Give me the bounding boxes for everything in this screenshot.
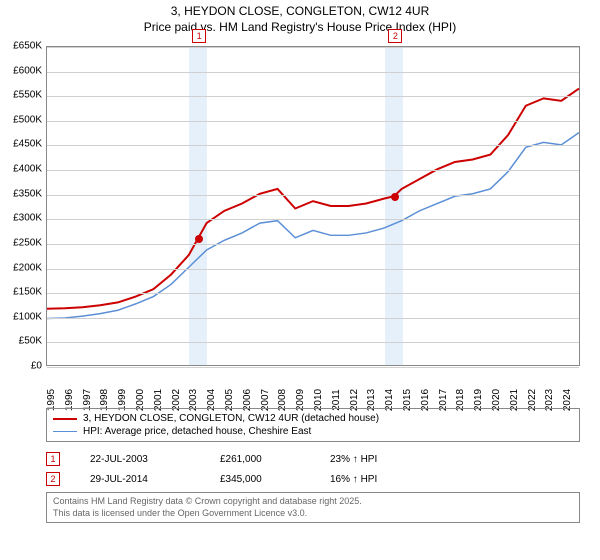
x-axis-labels: 1995199619971998199920002001200220032004… xyxy=(46,370,580,404)
y-axis-labels: £0£50K£100K£150K£200K£250K£300K£350K£400… xyxy=(0,46,44,366)
sale-price: £261,000 xyxy=(220,454,300,465)
sale-marker-box: 1 xyxy=(192,29,206,43)
y-tick-label: £400K xyxy=(13,164,42,175)
y-tick-label: £0 xyxy=(31,361,42,372)
chart-legend: 3, HEYDON CLOSE, CONGLETON, CW12 4UR (de… xyxy=(46,408,580,442)
gridline xyxy=(47,72,579,73)
title-line2: Price paid vs. HM Land Registry's House … xyxy=(0,20,600,36)
y-tick-label: £550K xyxy=(13,90,42,101)
series-hpi xyxy=(47,133,579,319)
sale-delta: 23% ↑ HPI xyxy=(330,454,377,465)
sale-row: 2 29-JUL-2014 £345,000 16% ↑ HPI xyxy=(46,469,580,489)
chart-title: 3, HEYDON CLOSE, CONGLETON, CW12 4UR Pri… xyxy=(0,0,600,35)
gridline xyxy=(47,342,579,343)
gridline xyxy=(47,293,579,294)
y-tick-label: £350K xyxy=(13,188,42,199)
sale-date: 29-JUL-2014 xyxy=(90,474,190,485)
sale-price: £345,000 xyxy=(220,474,300,485)
y-tick-label: £600K xyxy=(13,65,42,76)
y-tick-label: £300K xyxy=(13,213,42,224)
legend-swatch xyxy=(53,431,77,433)
sale-row-marker: 2 xyxy=(46,472,60,486)
y-tick-label: £650K xyxy=(13,41,42,52)
gridline xyxy=(47,269,579,270)
sale-dot xyxy=(391,193,399,201)
y-tick-label: £100K xyxy=(13,311,42,322)
legend-label: HPI: Average price, detached house, Ches… xyxy=(83,426,311,437)
gridline xyxy=(47,96,579,97)
footer-line2: This data is licensed under the Open Gov… xyxy=(53,508,573,520)
y-tick-label: £50K xyxy=(19,336,42,347)
legend-item: HPI: Average price, detached house, Ches… xyxy=(53,425,573,438)
y-tick-label: £200K xyxy=(13,262,42,273)
sale-marker-box: 2 xyxy=(388,29,402,43)
gridline xyxy=(47,219,579,220)
footer-attribution: Contains HM Land Registry data © Crown c… xyxy=(46,492,580,523)
legend-label: 3, HEYDON CLOSE, CONGLETON, CW12 4UR (de… xyxy=(83,413,379,424)
gridline xyxy=(47,47,579,48)
gridline xyxy=(47,170,579,171)
gridline xyxy=(47,367,579,368)
sale-row: 1 22-JUL-2003 £261,000 23% ↑ HPI xyxy=(46,449,580,469)
sale-dot xyxy=(195,235,203,243)
sale-date: 22-JUL-2003 xyxy=(90,454,190,465)
gridline xyxy=(47,318,579,319)
chart-plot-area: 12 xyxy=(46,46,580,366)
y-tick-label: £500K xyxy=(13,114,42,125)
gridline xyxy=(47,121,579,122)
sale-delta: 16% ↑ HPI xyxy=(330,474,377,485)
y-tick-label: £250K xyxy=(13,237,42,248)
gridline xyxy=(47,145,579,146)
y-tick-label: £150K xyxy=(13,287,42,298)
gridline xyxy=(47,195,579,196)
footer-line1: Contains HM Land Registry data © Crown c… xyxy=(53,496,573,508)
y-tick-label: £450K xyxy=(13,139,42,150)
sales-table: 1 22-JUL-2003 £261,000 23% ↑ HPI 2 29-JUL-201… xyxy=(46,449,580,489)
gridline xyxy=(47,244,579,245)
title-line1: 3, HEYDON CLOSE, CONGLETON, CW12 4UR xyxy=(0,4,600,20)
legend-swatch xyxy=(53,418,77,420)
legend-item: 3, HEYDON CLOSE, CONGLETON, CW12 4UR (de… xyxy=(53,412,573,425)
sale-row-marker: 1 xyxy=(46,452,60,466)
